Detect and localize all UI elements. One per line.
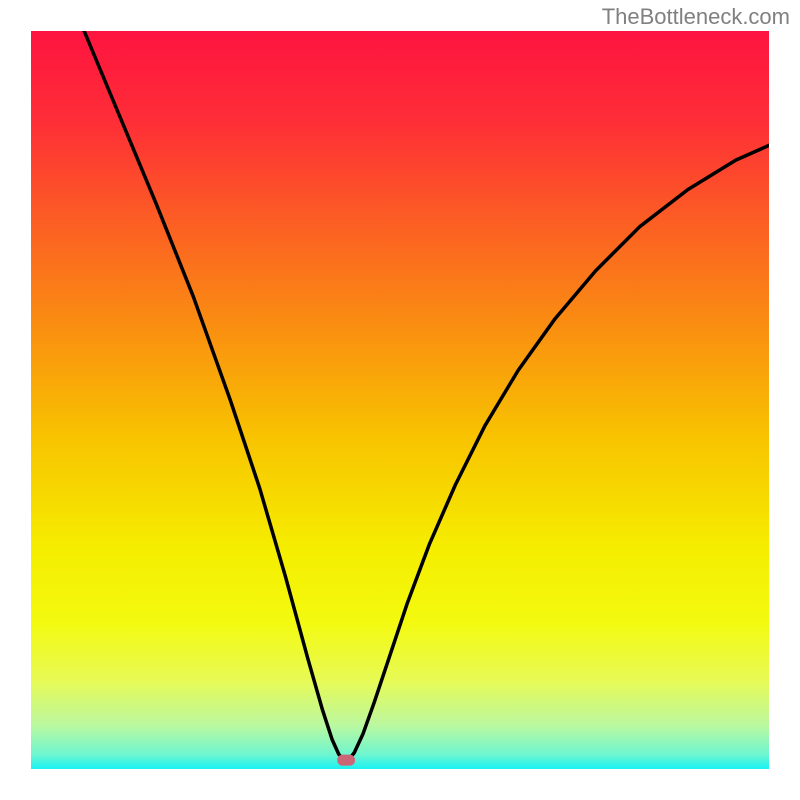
plot-svg: [31, 31, 769, 769]
chart-frame: [31, 31, 769, 769]
optimum-marker: [337, 755, 355, 766]
watermark-text: TheBottleneck.com: [602, 4, 790, 30]
gradient-background: [31, 31, 769, 769]
chart-container: TheBottleneck.com: [0, 0, 800, 800]
